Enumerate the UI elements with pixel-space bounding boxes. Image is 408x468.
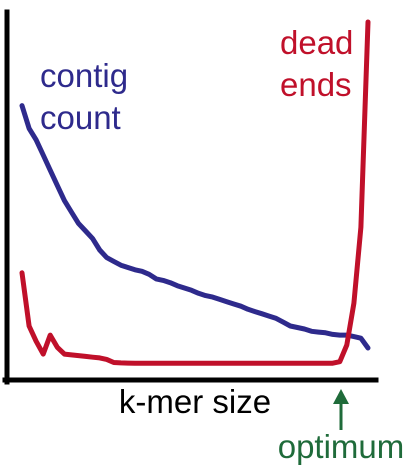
series-line-contig-count xyxy=(19,103,371,351)
annotation-dead-line2: ends xyxy=(280,66,352,103)
optimum-arrow xyxy=(333,389,349,430)
optimum-arrow-head xyxy=(333,389,349,404)
optimum-label: optimum xyxy=(278,428,405,465)
annotation-contig-line1: contig xyxy=(40,57,128,94)
series-layer xyxy=(19,19,371,366)
x-axis-label: k-mer size xyxy=(119,383,271,420)
series-line-dead-ends xyxy=(19,19,371,366)
annotation-dead-line1: dead xyxy=(280,24,353,61)
annotation-contig-line2: count xyxy=(40,99,121,136)
